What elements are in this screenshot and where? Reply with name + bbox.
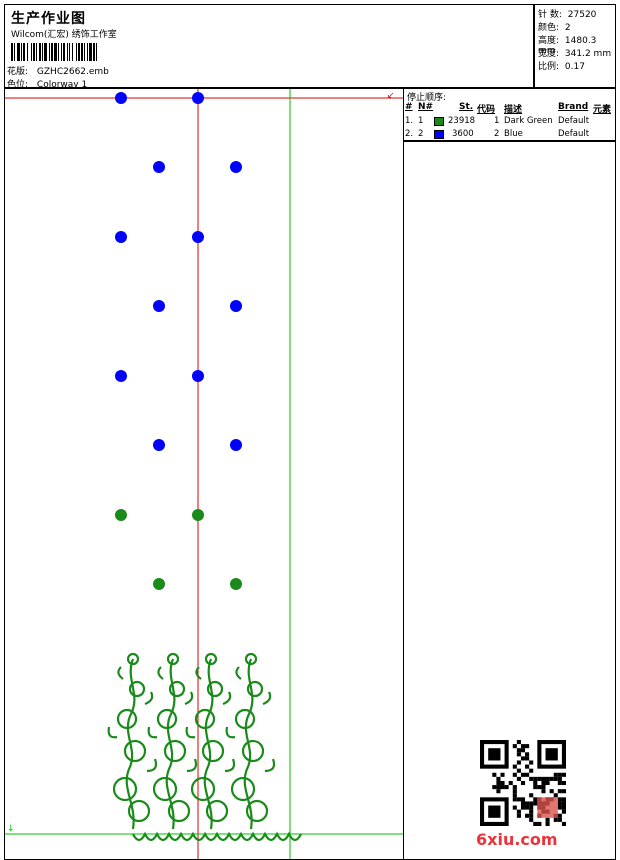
row-n: 2 xyxy=(418,129,424,139)
studio-name: Wilcom(汇宏) 绣饰工作室 xyxy=(11,30,117,40)
dot xyxy=(192,92,204,104)
row-code: 2 xyxy=(494,129,500,139)
row-num: 1. xyxy=(405,116,414,126)
color-count-label: 颜色: xyxy=(538,23,560,33)
row-brand: Default xyxy=(558,116,590,126)
color-swatch xyxy=(434,117,444,126)
scale-label: 比例: xyxy=(538,62,560,72)
design-canvas: ↙ ↓ xyxy=(4,88,404,860)
qr-code xyxy=(480,740,566,826)
stitch-count: 针 数: 27520 xyxy=(538,7,596,20)
row-stitches: 23918 xyxy=(448,116,476,126)
dot xyxy=(115,231,127,243)
row-num: 2. xyxy=(405,129,414,139)
design-file: GZHC2662.emb xyxy=(36,67,109,77)
stop-sequence-panel: 停止顺序: # N# St. 代码 描述 Brand 元素 1. 1 23918… xyxy=(403,88,616,141)
floral-vines xyxy=(107,652,302,842)
dot xyxy=(192,370,204,382)
end-mark: ↓ xyxy=(7,824,15,834)
color-count-value: 2 xyxy=(564,23,571,33)
height-stat: 高度: 1480.3 mm xyxy=(538,33,615,56)
scallop-border xyxy=(132,831,302,842)
vine xyxy=(147,652,198,830)
col-header-n: N# xyxy=(418,102,434,112)
col-header-code: 代码 xyxy=(477,105,496,115)
dot xyxy=(230,439,242,451)
notes-panel xyxy=(403,141,616,860)
dot xyxy=(115,509,127,521)
colorway-row: 色位: Colorway 1 xyxy=(7,77,87,90)
width-label: 宽度: xyxy=(538,49,560,59)
stop-sequence-title: 停止顺序: xyxy=(407,93,447,103)
col-header-num: # xyxy=(405,102,413,112)
scale-value: 0.17 xyxy=(564,62,585,72)
watermark-logo: 6xiu.com xyxy=(476,830,558,849)
stats-panel: 针 数: 27520 颜色: 2 高度: 1480.3 mm 宽度: 341.2… xyxy=(534,4,616,88)
row-n: 1 xyxy=(418,116,424,126)
dot xyxy=(192,509,204,521)
dot xyxy=(115,92,127,104)
dot xyxy=(153,300,165,312)
design-label: 花版: xyxy=(7,67,29,77)
dot xyxy=(153,439,165,451)
col-header-desc: 描述 xyxy=(504,105,523,115)
row-stitches: 3600 xyxy=(452,129,474,139)
colorway-label: 色位: xyxy=(7,80,29,90)
dot xyxy=(230,300,242,312)
green-dots xyxy=(115,509,242,590)
color-swatch xyxy=(434,130,444,139)
header-panel: 生产作业图 Wilcom(汇宏) 绣饰工作室 花版: GZHC2662.emb … xyxy=(4,4,534,90)
dot xyxy=(115,370,127,382)
dot xyxy=(230,161,242,173)
height-label: 高度: xyxy=(538,36,560,46)
width-stat: 宽度: 341.2 mm xyxy=(538,46,611,59)
dot xyxy=(153,161,165,173)
row-desc: Dark Green xyxy=(504,116,553,126)
design-preview: ↙ ↓ xyxy=(5,89,403,859)
dot xyxy=(230,578,242,590)
color-count: 颜色: 2 xyxy=(538,20,571,33)
col-header-stitches: St. xyxy=(459,102,474,112)
vine xyxy=(107,652,158,830)
col-header-brand: Brand xyxy=(558,102,589,112)
stitch-count-value: 27520 xyxy=(567,10,597,20)
col-header-element: 元素 xyxy=(593,105,612,115)
blue-dots xyxy=(115,92,242,451)
dot xyxy=(153,578,165,590)
vine xyxy=(225,652,276,830)
row-code: 1 xyxy=(494,116,500,126)
scale-stat: 比例: 0.17 xyxy=(538,59,585,72)
row-brand: Default xyxy=(558,129,590,139)
colorway-value: Colorway 1 xyxy=(36,80,88,90)
width-value: 341.2 mm xyxy=(564,49,612,59)
vine xyxy=(185,652,236,830)
design-row: 花版: GZHC2662.emb xyxy=(7,64,109,77)
page-title: 生产作业图 xyxy=(11,11,86,27)
stitch-count-label: 针 数: xyxy=(538,10,562,20)
barcode xyxy=(11,43,157,61)
dot xyxy=(192,231,204,243)
row-desc: Blue xyxy=(504,129,523,139)
origin-mark: ↙ xyxy=(387,91,395,101)
height-value: 1480.3 mm xyxy=(538,36,597,56)
